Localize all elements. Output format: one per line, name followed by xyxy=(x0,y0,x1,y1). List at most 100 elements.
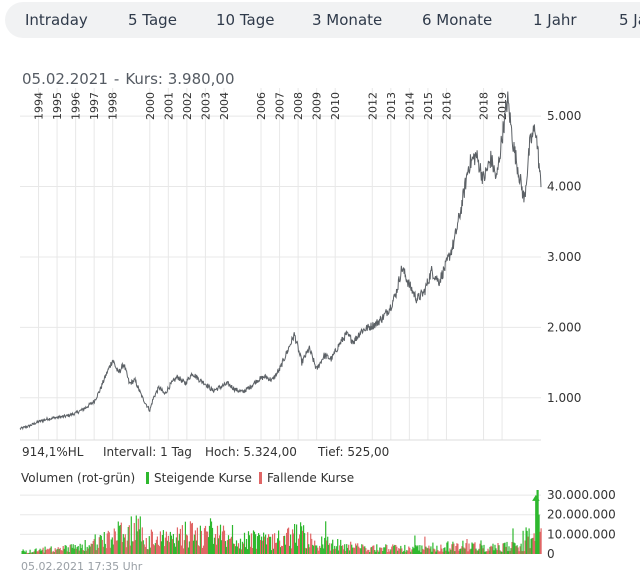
volume-bar-falling xyxy=(179,528,181,554)
volume-bar-rising xyxy=(248,535,251,554)
volume-bar-rising xyxy=(462,540,464,554)
volume-bar-rising xyxy=(80,548,82,554)
volume-bar-rising xyxy=(485,551,487,554)
volume-bar-falling xyxy=(293,533,295,554)
volume-bar-rising xyxy=(421,545,423,554)
volume-bar-rising xyxy=(235,540,238,554)
volume-bar-rising xyxy=(522,530,524,554)
volume-bar-falling xyxy=(329,543,331,554)
volume-bar-falling xyxy=(428,545,430,554)
volume-bar-falling xyxy=(176,527,178,554)
volume-bar-rising xyxy=(284,535,286,554)
volume-bar-rising xyxy=(304,533,306,554)
volume-bar-falling xyxy=(55,550,57,554)
volume-bar-rising xyxy=(110,539,112,554)
volume-bar-falling xyxy=(532,537,534,554)
volume-bar-rising xyxy=(83,551,85,554)
volume-bar-rising xyxy=(443,548,445,554)
volume-bar-falling xyxy=(121,542,123,554)
tab-1-jahr[interactable]: 1 Jahr xyxy=(533,11,577,29)
volume-bar-rising xyxy=(172,534,174,554)
volume-bar-falling xyxy=(288,527,290,554)
volume-bar-rising xyxy=(209,518,212,554)
tab-3-monate[interactable]: 3 Monate xyxy=(312,11,383,29)
volume-bar-falling xyxy=(229,538,232,554)
volume-bar-rising xyxy=(245,539,248,554)
volume-bar-falling xyxy=(437,550,439,554)
volume-bar-rising xyxy=(243,532,246,554)
volume-bar-rising xyxy=(459,549,461,554)
volume-bar-rising xyxy=(538,514,540,554)
volume-bar-falling xyxy=(396,546,398,554)
volume-bar-falling xyxy=(474,542,476,554)
legend-rising: Steigende Kurse xyxy=(146,471,252,485)
volume-y-tick-label: 10.000.000 xyxy=(547,527,616,541)
price-x-ticks: 1994 1995 1996 1997 1998 2000 2001 2002 2003 2004… xyxy=(33,92,510,120)
volume-bar-falling xyxy=(358,546,360,554)
tab-10-tage[interactable]: 10 Tage xyxy=(216,11,275,29)
volume-bar-rising xyxy=(301,526,303,554)
volume-bar-rising xyxy=(86,546,88,554)
volume-bar-falling xyxy=(429,548,431,554)
volume-bar-rising xyxy=(324,537,326,554)
volume-bar-rising xyxy=(510,548,512,554)
volume-bar-falling xyxy=(367,549,369,554)
volume-bar-falling xyxy=(330,550,332,554)
volume-bar-rising xyxy=(400,545,402,554)
volume-overflow-arrow xyxy=(532,494,540,501)
volume-bar-falling xyxy=(467,551,469,554)
volume-bar-falling xyxy=(134,540,136,554)
volume-bar-falling xyxy=(283,536,285,554)
volume-bar-falling xyxy=(106,533,108,554)
volume-bar-falling xyxy=(145,538,147,554)
volume-bar-rising xyxy=(512,528,514,554)
volume-bar-falling xyxy=(505,546,507,554)
volume-bar-rising xyxy=(39,548,41,554)
volume-bar-falling xyxy=(465,543,467,554)
volume-bar-falling xyxy=(196,527,198,554)
volume-bar-falling xyxy=(164,537,166,554)
volume-bar-rising xyxy=(244,547,247,554)
volume-bar-rising xyxy=(418,550,420,554)
volume-bar-rising xyxy=(338,550,340,554)
volume-bar-rising xyxy=(29,549,31,554)
volume-bar-falling xyxy=(69,544,71,554)
volume-bar-falling xyxy=(249,546,252,554)
volume-bar-falling xyxy=(272,534,274,554)
volume-bar-rising xyxy=(327,536,329,554)
volume-bar-rising xyxy=(394,544,396,554)
volume-bar-rising xyxy=(138,529,140,554)
volume-bar-falling xyxy=(52,550,54,554)
volume-bar-rising xyxy=(65,545,67,554)
tab-5-jahre[interactable]: 5 Jahre xyxy=(619,11,640,29)
volume-bar-rising xyxy=(193,534,195,554)
volume-bar-rising xyxy=(417,545,419,554)
volume-bar-falling xyxy=(411,549,413,554)
tab-intraday[interactable]: Intraday xyxy=(25,11,88,29)
time-range-tabs: Intraday 5 Tage 10 Tage 3 Monate 6 Monat… xyxy=(5,2,640,38)
volume-bar-rising xyxy=(166,540,168,554)
x-tick-label: 2014 xyxy=(403,92,416,120)
volume-bar-rising xyxy=(464,548,466,554)
volume-bar-rising xyxy=(104,543,106,554)
volume-bar-rising xyxy=(448,551,450,554)
volume-bar-falling xyxy=(137,518,139,554)
tab-5-tage[interactable]: 5 Tage xyxy=(128,11,177,29)
volume-bar-falling xyxy=(114,531,116,554)
volume-bar-rising xyxy=(100,535,102,554)
volume-bar-falling xyxy=(456,543,458,554)
volume-bar-falling xyxy=(242,543,245,554)
volume-bar-falling xyxy=(399,548,401,554)
volume-bar-falling xyxy=(391,546,393,554)
volume-bar-rising xyxy=(385,544,387,554)
legend-rising-swatch xyxy=(146,472,149,484)
volume-bar-falling xyxy=(120,522,122,554)
volume-bar-falling xyxy=(62,546,64,554)
volume-bar-falling xyxy=(268,534,270,554)
volume-bar-falling xyxy=(291,548,293,554)
tab-6-monate[interactable]: 6 Monate xyxy=(422,11,493,29)
volume-bar-rising xyxy=(224,541,227,554)
volume-bar-falling xyxy=(226,540,229,554)
volume-bar-falling xyxy=(275,542,277,554)
